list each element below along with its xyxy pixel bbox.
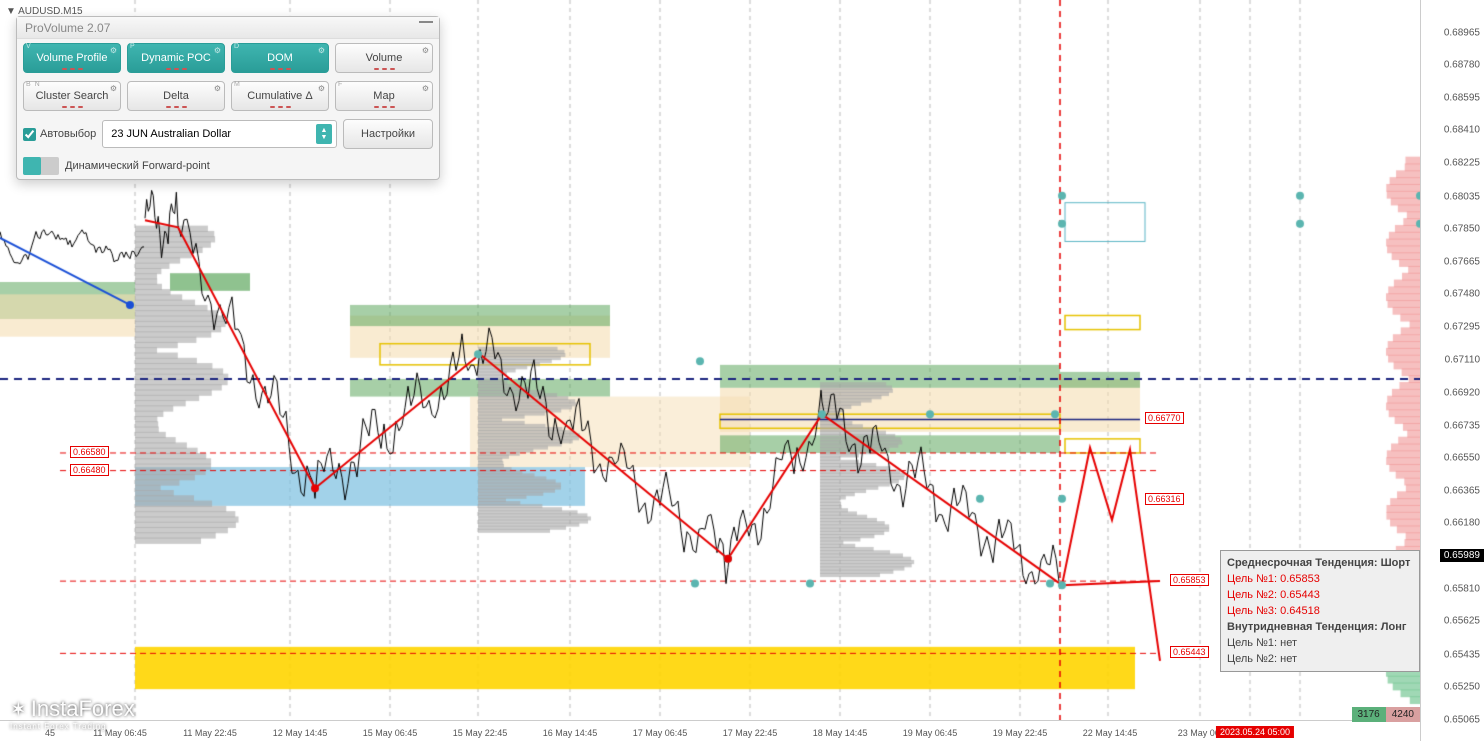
autoselect-checkbox[interactable]: Автовыбор (23, 128, 96, 141)
provolume-panel[interactable]: ProVolume 2.07 VVolume Profile⚙PDynamic … (16, 16, 440, 180)
panel-button-dom[interactable]: DDOM⚙ (231, 43, 329, 73)
panel-button-cumulative-[interactable]: MCumulative Δ⚙ (231, 81, 329, 111)
intra-trend-label: Внутридневная Тенденция: Лонг (1227, 619, 1413, 635)
panel-row-1: VVolume Profile⚙PDynamic POC⚙DDOM⚙Volume… (17, 39, 439, 77)
panel-title[interactable]: ProVolume 2.07 (17, 17, 439, 39)
plain-targets: Цель №1: нетЦель №2: нет (1227, 635, 1413, 667)
panel-row-instrument: Автовыбор 23 JUN Australian Dollar ▲▼ На… (17, 115, 439, 153)
star-icon: ✶ (10, 697, 27, 722)
panel-row-forward: Динамический Forward-point (17, 153, 439, 179)
price-label: 0.65853 (1170, 574, 1209, 586)
vol-green: 3176 (1352, 707, 1386, 722)
panel-button-dynamic-poc[interactable]: PDynamic POC⚙ (127, 43, 225, 73)
panel-title-text: ProVolume 2.07 (25, 21, 110, 35)
x-axis: 4511 May 06:4511 May 22:4512 May 14:4515… (0, 720, 1420, 741)
price-label: 0.66770 (1145, 412, 1184, 424)
price-label: 0.65443 (1170, 646, 1209, 658)
mid-trend-label: Среднесрочная Тенденция: Шорт (1227, 555, 1413, 571)
panel-button-cluster-search[interactable]: B NCluster Search⚙ (23, 81, 121, 111)
price-label: 0.66316 (1145, 493, 1184, 505)
autoselect-label: Автовыбор (40, 128, 96, 140)
minimize-icon[interactable] (419, 21, 433, 23)
instaforex-logo: ✶InstaForex Instant Forex Trading (10, 696, 135, 731)
panel-button-volume-profile[interactable]: VVolume Profile⚙ (23, 43, 121, 73)
logo-sub: Instant Forex Trading (10, 722, 135, 731)
panel-button-volume[interactable]: Volume⚙ (335, 43, 433, 73)
trend-infobox: Среднесрочная Тенденция: Шорт Цель №1: 0… (1220, 550, 1420, 672)
volume-footer: 31764240 (1352, 709, 1421, 720)
settings-button[interactable]: Настройки (343, 119, 433, 149)
red-targets: Цель №1: 0.65853Цель №2: 0.65443Цель №3:… (1227, 571, 1413, 619)
forward-toggle[interactable] (23, 157, 59, 175)
price-label: 0.66580 (70, 446, 109, 458)
autoselect-input[interactable] (23, 128, 36, 141)
instrument-select[interactable]: 23 JUN Australian Dollar ▲▼ (102, 120, 337, 148)
instrument-text: 23 JUN Australian Dollar (111, 128, 231, 140)
y-axis: 0.689650.687800.685950.684100.682250.680… (1420, 0, 1484, 741)
select-arrows-icon[interactable]: ▲▼ (316, 124, 332, 144)
vol-red: 4240 (1386, 707, 1420, 722)
logo-brand: InstaForex (31, 696, 135, 722)
price-label: 0.66480 (70, 464, 109, 476)
panel-row-2: B NCluster Search⚙Delta⚙MCumulative Δ⚙FM… (17, 77, 439, 115)
forward-label: Динамический Forward-point (65, 160, 210, 172)
panel-button-delta[interactable]: Delta⚙ (127, 81, 225, 111)
panel-button-map[interactable]: FMap⚙ (335, 81, 433, 111)
settings-label: Настройки (361, 128, 415, 140)
